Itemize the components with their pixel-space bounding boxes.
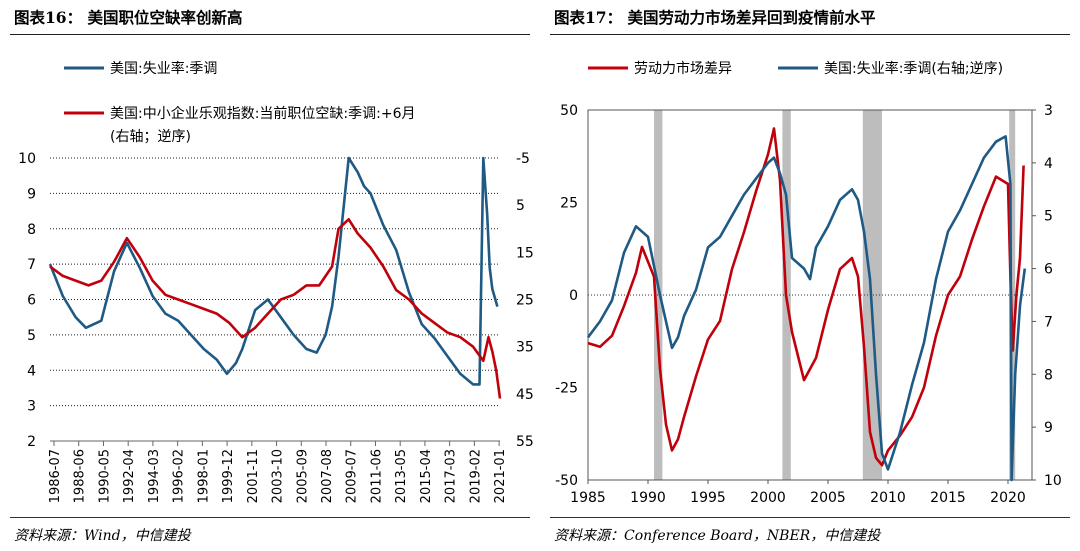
series-line-unemployment-right <box>586 135 1027 482</box>
y-left-tick-label: -50 <box>555 473 578 489</box>
x-tick-label: 2017-03 <box>444 449 459 503</box>
x-tick-label: 1988-06 <box>73 449 88 503</box>
x-tick-label: 1990 <box>630 490 666 506</box>
y-right-tick-label: 55 <box>516 434 534 450</box>
y-right-tick-label: 7 <box>1044 314 1053 330</box>
x-tick-label: 1990-05 <box>97 449 112 503</box>
recession-band <box>654 110 663 480</box>
y-left-tick-label: 5 <box>27 328 36 344</box>
y-right-tick-label: 5 <box>516 198 525 214</box>
y-left-tick-label: 2 <box>27 434 36 450</box>
legend-label-unemployment-right: 美国:失业率:季调(右轴;逆序) <box>824 60 1003 77</box>
series-line-labor-differential <box>587 127 1025 467</box>
left-chart-title: 图表16： 美国职位空缺率创新高 <box>14 8 243 27</box>
left-source-divider <box>10 517 530 518</box>
x-tick-label: 2021-01 <box>493 449 508 503</box>
y-left-tick-label: 9 <box>27 186 36 202</box>
right-chart-title: 图表17： 美国劳动力市场差异回到疫情前水平 <box>554 8 876 27</box>
y-left-tick-label: 50 <box>560 103 578 119</box>
y-right-tick-label: 3 <box>1044 103 1053 119</box>
series-line-job-openings <box>49 218 502 399</box>
left-source-note: 资料来源：Wind，中信建投 <box>14 528 191 544</box>
right-chart-legend: 劳动力市场差异 美国:失业率:季调(右轴;逆序) <box>588 60 1003 77</box>
y-right-tick-label: 8 <box>1044 367 1053 383</box>
legend-label-job-openings-axis-note: (右轴；逆序) <box>110 129 191 145</box>
y-left-tick-label: 8 <box>27 222 36 238</box>
right-source-note: 资料来源：Conference Board，NBER，中信建投 <box>554 528 881 544</box>
left-chart-panel: 图表16： 美国职位空缺率创新高 美国:失业率:季调 美国:中小企业乐观指数:当… <box>10 8 534 544</box>
x-tick-label: 2005-09 <box>295 449 310 503</box>
plot-frame <box>587 109 1033 481</box>
y-right-tick-label: 35 <box>516 340 534 356</box>
x-tick-label: 2013-05 <box>394 449 409 503</box>
x-tick-label: 2009-07 <box>345 449 360 503</box>
y-left-tick-label: 25 <box>560 196 578 212</box>
y-right-tick-label: 4 <box>1044 156 1053 172</box>
x-tick-label: 2015-04 <box>419 449 434 503</box>
x-tick-label: 1986-07 <box>48 449 63 503</box>
y-right-tick-label: 10 <box>1044 473 1062 489</box>
y-left-tick-label: 3 <box>27 399 36 415</box>
x-tick-label: 1998-01 <box>196 449 211 503</box>
y-right-tick-label: 6 <box>1044 262 1053 278</box>
y-left-tick-label: 0 <box>569 288 578 304</box>
right-line-chart: 劳动力市场差异 美国:失业率:季调(右轴;逆序) -50 -25 0 25 50 3 4 5 6… <box>555 60 1062 506</box>
y-left-tick-label: 4 <box>27 363 36 379</box>
x-tick-label: 2020 <box>990 490 1026 506</box>
right-title-divider <box>550 34 1070 35</box>
series-line-unemployment <box>48 156 499 386</box>
x-tick-label: 1995 <box>690 490 726 506</box>
legend-label-job-openings: 美国:中小企业乐观指数:当前职位空缺:季调:+6月 <box>110 105 416 122</box>
x-tick-label: 1996-02 <box>172 449 187 503</box>
legend-label-labor-differential: 劳动力市场差异 <box>634 60 732 77</box>
x-tick-label: 2005 <box>810 490 846 506</box>
y-left-tick-label: 6 <box>27 293 36 309</box>
x-tick-label: 2001-11 <box>246 449 261 503</box>
y-right-tick-label: 9 <box>1044 420 1053 436</box>
x-tick-label: 2019-02 <box>468 449 483 503</box>
x-tick-label: 1992-04 <box>122 449 137 503</box>
y-right-tick-label: 25 <box>516 293 534 309</box>
y-right-tick-label: -5 <box>516 151 530 167</box>
left-title-divider <box>10 34 530 35</box>
y-right-tick-label: 15 <box>516 245 534 261</box>
y-left-tick-label: -25 <box>555 381 578 397</box>
x-tick-label: 2010 <box>870 490 906 506</box>
y-left-tick-label: 10 <box>18 151 36 167</box>
x-tick-label: 1999-12 <box>221 449 236 503</box>
x-tick-label: 1994-03 <box>147 449 162 503</box>
left-line-chart: 美国:失业率:季调 美国:中小企业乐观指数:当前职位空缺:季调:+6月 (右轴；… <box>18 60 534 503</box>
y-right-tick-label: 45 <box>516 387 534 403</box>
y-right-tick-label: 5 <box>1044 209 1053 225</box>
x-tick-label: 1985 <box>570 490 606 506</box>
x-tick-label: 2003-10 <box>271 449 286 503</box>
right-source-divider <box>550 517 1070 518</box>
x-tick-label: 2007-08 <box>320 449 335 503</box>
x-tick-label: 2011-06 <box>369 449 384 503</box>
right-chart-panel: 图表17： 美国劳动力市场差异回到疫情前水平 劳动力市场差异 美国:失业率:季调… <box>540 0 1080 551</box>
x-tick-label: 2015 <box>930 490 966 506</box>
y-left-tick-label: 7 <box>27 257 36 273</box>
x-tick-label: 2000 <box>750 490 786 506</box>
legend-label-unemployment: 美国:失业率:季调 <box>110 60 217 77</box>
left-chart-legend: 美国:失业率:季调 美国:中小企业乐观指数:当前职位空缺:季调:+6月 (右轴；… <box>64 60 416 145</box>
